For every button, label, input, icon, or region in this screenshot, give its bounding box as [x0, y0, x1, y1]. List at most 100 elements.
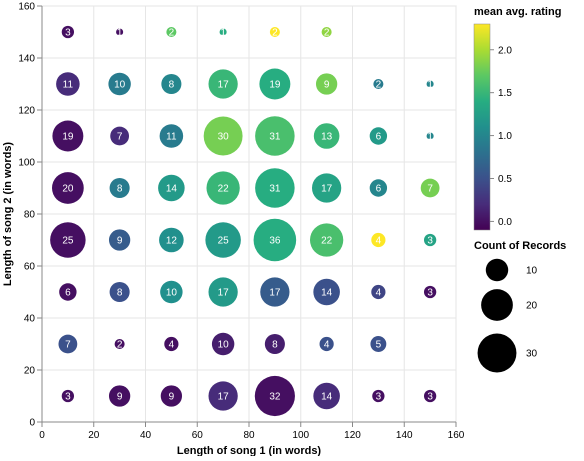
bubble[interactable]: 2: [114, 338, 125, 351]
bubble[interactable]: 9: [315, 73, 338, 95]
size-legend-symbol: [477, 333, 517, 373]
bubble-mark: [264, 333, 285, 355]
bubble[interactable]: 22: [309, 223, 344, 257]
bubble[interactable]: 1: [426, 80, 434, 91]
bubble[interactable]: 32: [254, 375, 295, 417]
bubble[interactable]: 20: [51, 172, 84, 204]
color-legend-gradient: [473, 23, 491, 231]
bubble[interactable]: 36: [253, 218, 297, 262]
bubble-count-label: 19: [62, 132, 74, 143]
bubble[interactable]: 6: [369, 127, 388, 145]
bubble-count-label: 11: [63, 80, 74, 91]
bubble[interactable]: 8: [109, 281, 130, 303]
color-legend-tick-label: 1.5: [498, 88, 512, 99]
bubble[interactable]: 25: [50, 222, 86, 258]
bubble[interactable]: 13: [313, 123, 340, 149]
bubble[interactable]: 7: [110, 126, 130, 146]
bubble[interactable]: 17: [260, 277, 290, 307]
bubble[interactable]: 9: [108, 385, 131, 407]
bubble[interactable]: 11: [56, 72, 80, 96]
bubble[interactable]: 3: [61, 25, 75, 39]
x-tick-label: 120: [344, 430, 361, 441]
bubble-count-label: 8: [117, 288, 123, 299]
size-legend-label: 30: [526, 349, 538, 360]
bubble[interactable]: 2: [166, 26, 177, 39]
bubble-count-label: 1: [427, 132, 433, 143]
bubble[interactable]: 2: [373, 78, 384, 91]
bubble-count-label: 6: [376, 132, 382, 143]
bubble[interactable]: 4: [371, 284, 386, 300]
bubble[interactable]: 2: [269, 26, 280, 39]
bubble[interactable]: 17: [208, 69, 238, 99]
bubble[interactable]: 17: [208, 277, 238, 307]
bubble-mark: [313, 382, 340, 410]
bubble-mark: [370, 336, 387, 352]
bubble-mark: [206, 171, 240, 205]
bubble[interactable]: 10: [108, 72, 131, 96]
bubble-mark: [321, 26, 332, 38]
bubble[interactable]: 9: [160, 385, 183, 407]
bubble[interactable]: 3: [372, 389, 385, 403]
bubble-mark: [159, 124, 184, 148]
color-legend-tick-label: 1.0: [498, 131, 512, 142]
bubble[interactable]: 7: [420, 178, 440, 198]
bubble[interactable]: 14: [158, 174, 185, 202]
bubble[interactable]: 17: [311, 173, 342, 203]
bubble[interactable]: 31: [255, 168, 295, 208]
bubble[interactable]: 19: [52, 120, 84, 152]
bubble-mark: [161, 73, 182, 95]
bubble[interactable]: 3: [423, 285, 437, 299]
bubble[interactable]: 22: [206, 171, 240, 205]
bubble[interactable]: 3: [61, 389, 75, 403]
bubble-count-label: 3: [376, 392, 382, 403]
bubble-mark: [158, 174, 185, 202]
bubble[interactable]: 8: [109, 177, 130, 199]
bubble[interactable]: 6: [369, 179, 388, 197]
bubble[interactable]: 3: [423, 233, 437, 247]
bubble-mark: [259, 68, 291, 100]
bubble[interactable]: 11: [159, 124, 184, 148]
bubble-count-label: 22: [321, 236, 333, 247]
color-legend-tick-label: 0.0: [498, 217, 512, 228]
bubble[interactable]: 12: [159, 227, 184, 253]
bubble[interactable]: 5: [370, 336, 387, 352]
bubble[interactable]: 8: [264, 333, 285, 355]
bubble-count-label: 17: [321, 184, 333, 195]
bubble[interactable]: 19: [259, 68, 291, 100]
size-legend-label: 20: [526, 301, 538, 312]
bubble[interactable]: 8: [161, 73, 182, 95]
bubble[interactable]: 7: [58, 334, 78, 354]
size-legend: Count of Records 10 20 30: [474, 240, 566, 373]
bubble[interactable]: 14: [313, 382, 340, 410]
bubble-mark: [205, 222, 241, 258]
color-legend-ticks: 0.0 0.5 1.0 1.5 2.0: [490, 45, 512, 228]
bubble-count-label: 12: [166, 236, 178, 247]
bubble-count-label: 14: [166, 184, 178, 195]
bubble[interactable]: 1: [426, 132, 434, 143]
bubble[interactable]: 4: [371, 232, 386, 248]
bubble-count-label: 13: [321, 132, 333, 143]
bubble-mark: [219, 28, 227, 36]
bubble[interactable]: 3: [423, 389, 437, 403]
x-tick-label: 60: [192, 430, 204, 441]
bubble-mark: [159, 227, 184, 253]
bubble[interactable]: 30: [203, 116, 243, 156]
bubble[interactable]: 9: [108, 229, 131, 251]
bubble[interactable]: 31: [255, 116, 295, 156]
bubble[interactable]: 1: [116, 28, 124, 39]
bubble-mark: [369, 127, 388, 145]
size-legend-item: 20: [481, 289, 538, 321]
bubble[interactable]: 10: [160, 280, 183, 304]
bubble[interactable]: 4: [164, 336, 179, 352]
bubble-mark: [311, 173, 342, 203]
bubble[interactable]: 1: [219, 28, 227, 39]
bubble[interactable]: 17: [208, 381, 238, 411]
bubble[interactable]: 25: [205, 222, 241, 258]
bubble[interactable]: 4: [319, 336, 334, 352]
bubble-count-label: 3: [65, 392, 71, 403]
bubble[interactable]: 2: [321, 26, 332, 39]
y-tick-label: 120: [18, 106, 35, 117]
bubble[interactable]: 14: [313, 278, 340, 306]
bubble[interactable]: 10: [211, 332, 235, 356]
bubble[interactable]: 6: [59, 283, 77, 301]
